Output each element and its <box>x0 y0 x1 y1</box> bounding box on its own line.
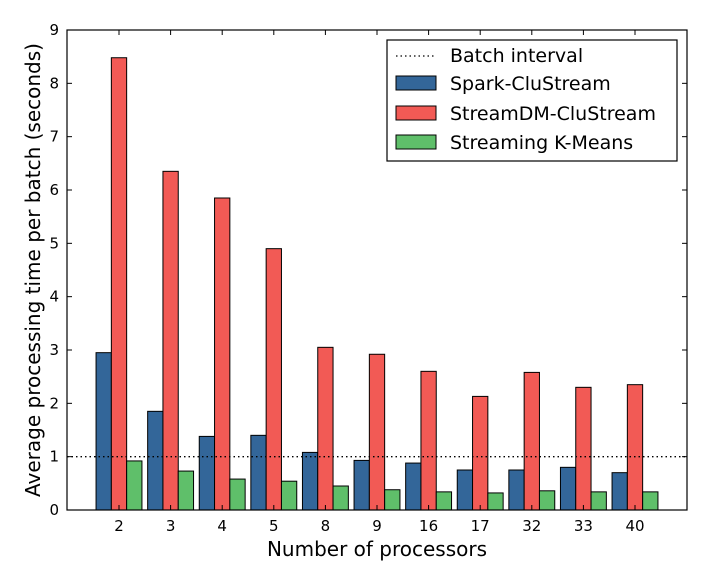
x-axis: 2 3 4 5 8 9 16 17 32 33 40 <box>114 30 645 535</box>
bar-streamdm-clustream-3 <box>162 170 179 511</box>
bar-spark-clustream-9 <box>353 459 370 511</box>
legend: Batch interval Spark-CluStream StreamDM-… <box>386 39 678 162</box>
bar-spark-clustream-4 <box>198 435 216 511</box>
bar-streamdm-clustream-4 <box>214 197 231 511</box>
bar-streaming-k-means-4 <box>229 478 246 511</box>
y-tick-label: 0 <box>49 501 59 519</box>
legend-spark-clustream-label: Spark-CluStream <box>450 73 611 95</box>
x-tick-label: 40 <box>625 517 644 535</box>
bar-spark-clustream-3 <box>147 410 164 511</box>
bar-streamdm-clustream-5 <box>265 248 282 511</box>
bar-streaming-k-means-3 <box>177 470 195 511</box>
bar-spark-clustream-2 <box>95 352 112 511</box>
y-tick-label: 1 <box>49 448 59 466</box>
bar-spark-clustream-5 <box>250 434 267 511</box>
bar-spark-clustream-32 <box>508 469 525 511</box>
bar-spark-clustream-16 <box>405 462 422 511</box>
bar-streamdm-clustream-40 <box>626 384 644 511</box>
y-axis-label: Average processing time per batch (secon… <box>21 43 45 497</box>
y-tick-label: 9 <box>49 21 59 39</box>
legend-streaming-kmeans-label: Streaming K-Means <box>450 132 633 154</box>
y-tick-label: 4 <box>49 288 59 306</box>
y-tick-label: 8 <box>49 74 59 92</box>
legend-streamdm-clustream-label: StreamDM-CluStream <box>450 103 656 125</box>
y-tick-label: 3 <box>49 341 59 359</box>
x-tick-label: 3 <box>166 517 176 535</box>
bar-streamdm-clustream-9 <box>368 353 386 511</box>
bar-streaming-k-means-16 <box>435 491 453 511</box>
x-tick-label: 17 <box>471 517 490 535</box>
bar-streamdm-clustream-17 <box>472 395 489 511</box>
x-tick-label: 16 <box>419 517 438 535</box>
bar-streamdm-clustream-16 <box>420 370 437 511</box>
y-tick-label: 7 <box>49 128 59 146</box>
bar-streaming-k-means-40 <box>642 491 659 511</box>
x-tick-label: 4 <box>217 517 227 535</box>
x-axis-label: Number of processors <box>267 537 487 561</box>
bar-streaming-k-means-32 <box>538 490 556 511</box>
bar-streaming-k-means-2 <box>126 460 143 511</box>
bar-spark-clustream-40 <box>611 472 628 511</box>
legend-spark-clustream-swatch <box>395 75 437 91</box>
legend-streaming-kmeans-swatch <box>395 134 437 150</box>
bar-streamdm-clustream-32 <box>523 371 540 511</box>
x-tick-label: 5 <box>269 517 279 535</box>
bar-spark-clustream-8 <box>301 451 319 511</box>
x-tick-label: 33 <box>574 517 593 535</box>
legend-streamdm-clustream-swatch <box>395 105 437 121</box>
x-tick-label: 8 <box>321 517 331 535</box>
bar-streaming-k-means-17 <box>487 492 504 511</box>
x-tick-label: 9 <box>372 517 382 535</box>
y-tick-label: 2 <box>49 394 59 412</box>
bars-layer <box>95 57 659 511</box>
x-tick-label: 32 <box>522 517 541 535</box>
bar-spark-clustream-17 <box>456 469 474 511</box>
bar-streamdm-clustream-2 <box>110 57 128 511</box>
bar-streaming-k-means-8 <box>332 485 349 511</box>
bar-streaming-k-means-5 <box>280 480 298 511</box>
bar-spark-clustream-33 <box>559 466 577 511</box>
y-axis: 0 1 2 3 4 5 6 7 8 9 <box>49 21 687 519</box>
bar-streamdm-clustream-8 <box>317 346 334 511</box>
y-tick-label: 6 <box>49 181 59 199</box>
bar-streamdm-clustream-33 <box>575 386 592 511</box>
bar-streaming-k-means-33 <box>590 491 607 511</box>
legend-batch-interval-label: Batch interval <box>450 45 583 67</box>
x-tick-label: 2 <box>114 517 124 535</box>
bar-streaming-k-means-9 <box>384 489 401 511</box>
y-tick-label: 5 <box>49 234 59 252</box>
